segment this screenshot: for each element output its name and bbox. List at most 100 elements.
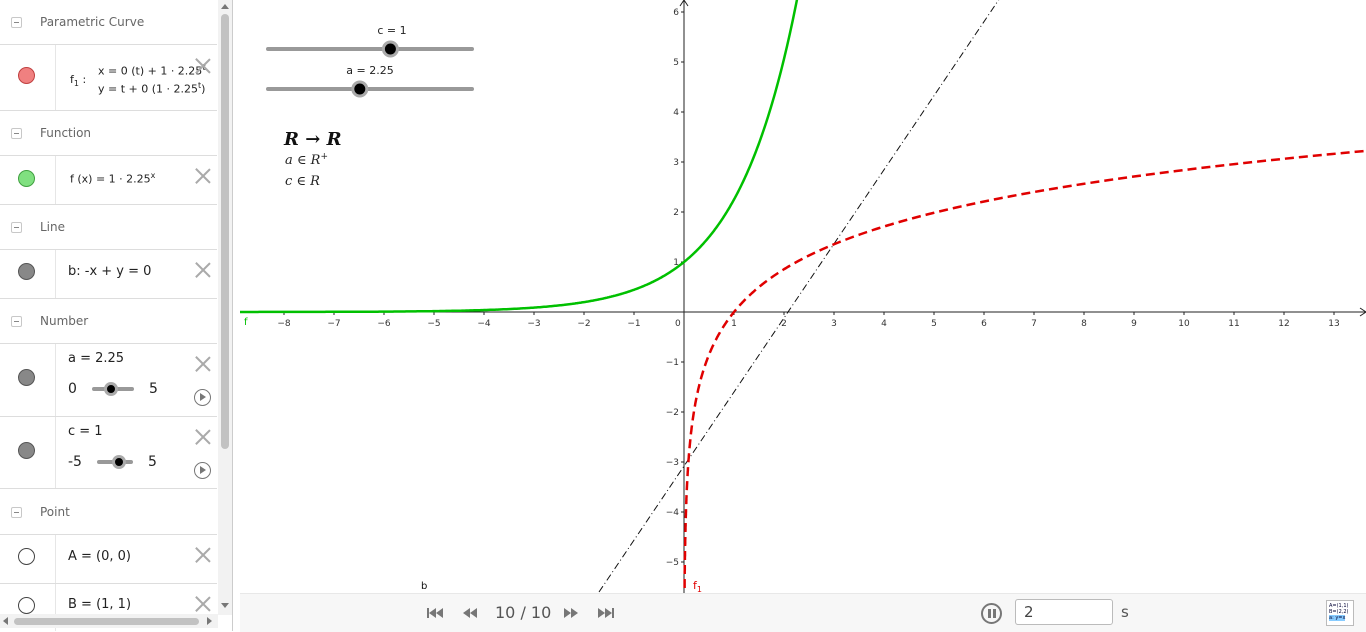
visibility-toggle-icon[interactable]	[18, 369, 35, 386]
y-tick-label: 2	[673, 208, 679, 218]
number-label: c = 1	[68, 424, 103, 439]
horizontal-scroll-thumb[interactable]	[14, 618, 199, 625]
slider-a-label: a = 2.25	[346, 64, 393, 77]
step-back-icon[interactable]	[459, 604, 481, 622]
curve-label-f: f	[244, 317, 248, 328]
x-tick-label: 12	[1278, 319, 1289, 329]
x-tick-label: −5	[427, 319, 440, 329]
skip-first-icon[interactable]	[424, 604, 446, 622]
curve-label-f1: f1	[693, 579, 702, 593]
step-forward-icon[interactable]	[560, 604, 582, 622]
point-label: B = (1, 1)	[68, 597, 131, 612]
series-b	[599, 0, 1004, 592]
y-tick-label: −2	[666, 408, 679, 418]
y-tick-label: 1	[673, 258, 679, 268]
vertical-scrollbar[interactable]	[218, 0, 232, 615]
play-icon[interactable]	[194, 462, 211, 479]
algebra-view: Parametric Curve f1 : x = 0 (t) + 1 · 2.…	[0, 0, 233, 631]
x-tick-label: 13	[1328, 319, 1339, 329]
curve-y-expression: y = t + 0 (1 · 2.25t)	[98, 81, 205, 96]
number-label: a = 2.25	[68, 351, 124, 366]
x-tick-label: 6	[981, 319, 987, 329]
delete-icon[interactable]	[195, 168, 211, 184]
slider-min: -5	[68, 454, 82, 470]
visibility-toggle-icon[interactable]	[18, 67, 35, 84]
line-expression: b: -x + y = 0	[68, 264, 151, 279]
scroll-down-icon[interactable]	[221, 603, 229, 608]
category-point[interactable]: Point	[0, 490, 217, 535]
delete-icon[interactable]	[195, 58, 211, 74]
visibility-toggle-icon[interactable]	[18, 548, 35, 565]
scroll-left-icon[interactable]	[3, 617, 8, 625]
x-tick-label: −3	[527, 319, 540, 329]
delete-icon[interactable]	[195, 596, 211, 612]
algebra-item-b[interactable]: b: -x + y = 0	[0, 250, 217, 299]
category-label: Line	[40, 220, 65, 234]
x-tick-label: −8	[277, 319, 291, 329]
curve-name: f1 :	[70, 73, 86, 88]
x-tick-label: −4	[477, 319, 491, 329]
speed-input[interactable]	[1015, 599, 1113, 625]
animation-playbar: 10 / 10 s A=(1,1)B=(2,2)a: y=x	[240, 593, 1366, 632]
category-function[interactable]: Function	[0, 111, 217, 156]
collapse-icon[interactable]	[11, 222, 22, 233]
scroll-right-icon[interactable]	[207, 617, 212, 625]
algebra-item-c[interactable]: c = 1 -5 5	[0, 417, 217, 489]
slider-c-knob[interactable]	[383, 42, 397, 56]
category-label: Number	[40, 314, 88, 328]
visibility-toggle-icon[interactable]	[18, 597, 35, 614]
step-counter: 10 / 10	[495, 603, 551, 622]
number-slider-knob[interactable]	[104, 382, 118, 396]
pause-icon[interactable]	[981, 603, 1002, 624]
x-tick-label: −7	[327, 319, 340, 329]
visibility-toggle-icon[interactable]	[18, 442, 35, 459]
delete-icon[interactable]	[195, 262, 211, 278]
collapse-icon[interactable]	[11, 17, 22, 28]
algebra-item-a[interactable]: a = 2.25 0 5	[0, 344, 217, 417]
delete-icon[interactable]	[195, 356, 211, 372]
collapse-icon[interactable]	[11, 507, 22, 518]
x-tick-label: 4	[881, 319, 887, 329]
y-tick-label: 3	[673, 158, 679, 168]
y-tick-label: 5	[673, 58, 679, 68]
category-line[interactable]: Line	[0, 205, 217, 250]
play-icon[interactable]	[194, 389, 211, 406]
algebra-item-A[interactable]: A = (0, 0)	[0, 535, 217, 584]
x-tick-label: −1	[627, 319, 640, 329]
y-tick-label: 6	[673, 8, 679, 18]
slider-a-knob[interactable]	[353, 82, 367, 96]
x-tick-label: −2	[577, 319, 590, 329]
category-number[interactable]: Number	[0, 299, 217, 344]
collapse-icon[interactable]	[11, 316, 22, 327]
x-tick-label: 3	[831, 319, 837, 329]
delete-icon[interactable]	[195, 547, 211, 563]
style-bar-toggle-icon[interactable]: A=(1,1)B=(2,2)a: y=x	[1326, 600, 1354, 626]
horizontal-scrollbar[interactable]	[0, 614, 218, 628]
visibility-toggle-icon[interactable]	[18, 170, 35, 187]
y-tick-label: −5	[666, 558, 679, 568]
slider-max: 5	[149, 381, 158, 397]
scroll-up-icon[interactable]	[221, 4, 229, 9]
x-tick-label: 5	[931, 319, 937, 329]
curve-x-expression: x = 0 (t) + 1 · 2.25t	[98, 63, 205, 78]
category-parametric-curve[interactable]: Parametric Curve	[0, 0, 217, 45]
number-slider-knob[interactable]	[112, 455, 126, 469]
speed-unit: s	[1121, 603, 1129, 621]
y-tick-label: −3	[666, 458, 679, 468]
algebra-item-f[interactable]: f (x) = 1 · 2.25x	[0, 156, 217, 205]
algebra-item-f1[interactable]: f1 : x = 0 (t) + 1 · 2.25t y = t + 0 (1 …	[0, 45, 217, 111]
line-label-b: b	[421, 581, 427, 592]
visibility-toggle-icon[interactable]	[18, 263, 35, 280]
collapse-icon[interactable]	[11, 128, 22, 139]
category-label: Point	[40, 505, 70, 519]
vertical-scroll-thumb[interactable]	[221, 14, 229, 449]
x-tick-label: 10	[1178, 319, 1190, 329]
y-tick-label: −1	[666, 358, 679, 368]
mapping-title: R → R	[283, 129, 342, 150]
series-f1	[685, 150, 1366, 593]
delete-icon[interactable]	[195, 429, 211, 445]
skip-last-icon[interactable]	[595, 604, 617, 622]
